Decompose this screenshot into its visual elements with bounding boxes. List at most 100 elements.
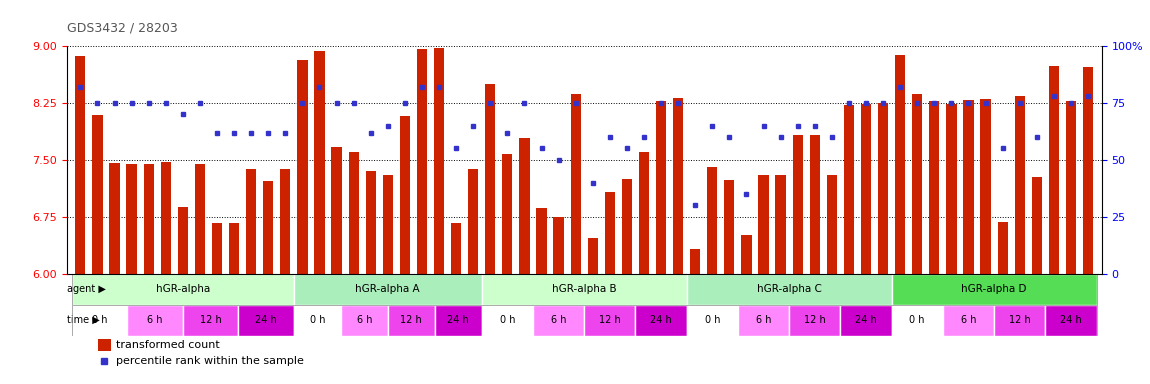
Bar <box>178 207 187 273</box>
Bar <box>281 169 291 273</box>
Text: 12 h: 12 h <box>599 315 621 325</box>
Bar <box>194 164 205 273</box>
Bar <box>912 94 922 273</box>
Bar <box>639 152 649 273</box>
Bar <box>570 94 581 273</box>
Text: 6 h: 6 h <box>551 315 566 325</box>
Bar <box>109 163 120 273</box>
Bar <box>366 171 376 273</box>
Text: 6 h: 6 h <box>147 315 163 325</box>
Bar <box>1014 96 1025 273</box>
Bar <box>294 273 482 305</box>
Bar <box>161 162 171 273</box>
Bar <box>383 175 393 273</box>
Text: hGR-alpha C: hGR-alpha C <box>757 284 821 294</box>
Bar <box>388 305 435 336</box>
Text: percentile rank within the sample: percentile rank within the sample <box>116 356 305 366</box>
Bar <box>810 135 820 273</box>
Bar <box>997 222 1007 273</box>
Text: 24 h: 24 h <box>255 315 277 325</box>
Bar <box>503 154 513 273</box>
Bar <box>895 55 905 273</box>
Bar <box>964 100 974 273</box>
Bar <box>1066 101 1076 273</box>
Bar <box>994 305 1045 336</box>
Bar <box>584 305 636 336</box>
Bar <box>724 179 735 273</box>
Bar <box>451 223 461 273</box>
Bar <box>434 48 444 273</box>
Text: 24 h: 24 h <box>1060 315 1082 325</box>
Bar <box>891 273 1097 305</box>
Bar <box>128 305 183 336</box>
Text: 6 h: 6 h <box>756 315 772 325</box>
Text: hGR-alpha A: hGR-alpha A <box>355 284 420 294</box>
Bar <box>738 305 789 336</box>
Bar <box>742 235 752 273</box>
Text: 12 h: 12 h <box>400 315 422 325</box>
Bar <box>331 147 342 273</box>
Bar <box>553 217 564 273</box>
Text: 12 h: 12 h <box>804 315 826 325</box>
Bar <box>532 305 584 336</box>
Text: 24 h: 24 h <box>650 315 672 325</box>
Bar <box>687 305 738 336</box>
Text: 6 h: 6 h <box>356 315 373 325</box>
Bar <box>707 167 718 273</box>
Text: 0 h: 0 h <box>910 315 925 325</box>
Bar <box>861 104 872 273</box>
Text: transformed count: transformed count <box>116 340 220 350</box>
Text: 12 h: 12 h <box>200 315 222 325</box>
Bar <box>297 60 307 273</box>
Bar <box>263 181 274 273</box>
Bar <box>588 238 598 273</box>
Text: 0 h: 0 h <box>499 315 515 325</box>
Bar <box>435 305 482 336</box>
Bar <box>656 101 666 273</box>
Bar <box>482 273 687 305</box>
Bar <box>792 135 803 273</box>
Bar <box>775 175 785 273</box>
Bar <box>929 101 940 273</box>
Bar <box>1049 66 1059 273</box>
Bar <box>1083 66 1094 273</box>
Text: time ▶: time ▶ <box>67 315 100 325</box>
Bar <box>229 223 239 273</box>
Bar <box>246 169 256 273</box>
Bar <box>636 305 687 336</box>
Bar <box>981 99 990 273</box>
Bar <box>789 305 841 336</box>
Bar <box>144 164 154 273</box>
Bar <box>400 116 411 273</box>
Bar <box>1032 177 1042 273</box>
Bar <box>827 175 837 273</box>
Bar <box>485 84 496 273</box>
Text: 24 h: 24 h <box>447 315 469 325</box>
Bar <box>212 223 222 273</box>
Text: 12 h: 12 h <box>1009 315 1030 325</box>
Text: hGR-alpha B: hGR-alpha B <box>552 284 616 294</box>
Bar <box>238 305 294 336</box>
Bar <box>348 152 359 273</box>
Bar <box>877 103 888 273</box>
Bar <box>71 305 128 336</box>
Bar <box>314 51 324 273</box>
Text: 0 h: 0 h <box>309 315 325 325</box>
Text: hGR-alpha D: hGR-alpha D <box>961 284 1027 294</box>
Bar <box>183 305 238 336</box>
Bar <box>482 305 532 336</box>
Bar <box>687 273 891 305</box>
Bar <box>126 164 137 273</box>
Bar <box>1045 305 1097 336</box>
Bar <box>98 339 112 351</box>
Bar <box>673 98 683 273</box>
Bar <box>520 138 529 273</box>
Bar <box>622 179 633 273</box>
Bar <box>946 104 957 273</box>
Bar <box>844 105 854 273</box>
Bar <box>943 305 994 336</box>
Bar <box>75 56 85 273</box>
Text: 0 h: 0 h <box>92 315 107 325</box>
Bar <box>536 209 546 273</box>
Text: hGR-alpha: hGR-alpha <box>155 284 210 294</box>
